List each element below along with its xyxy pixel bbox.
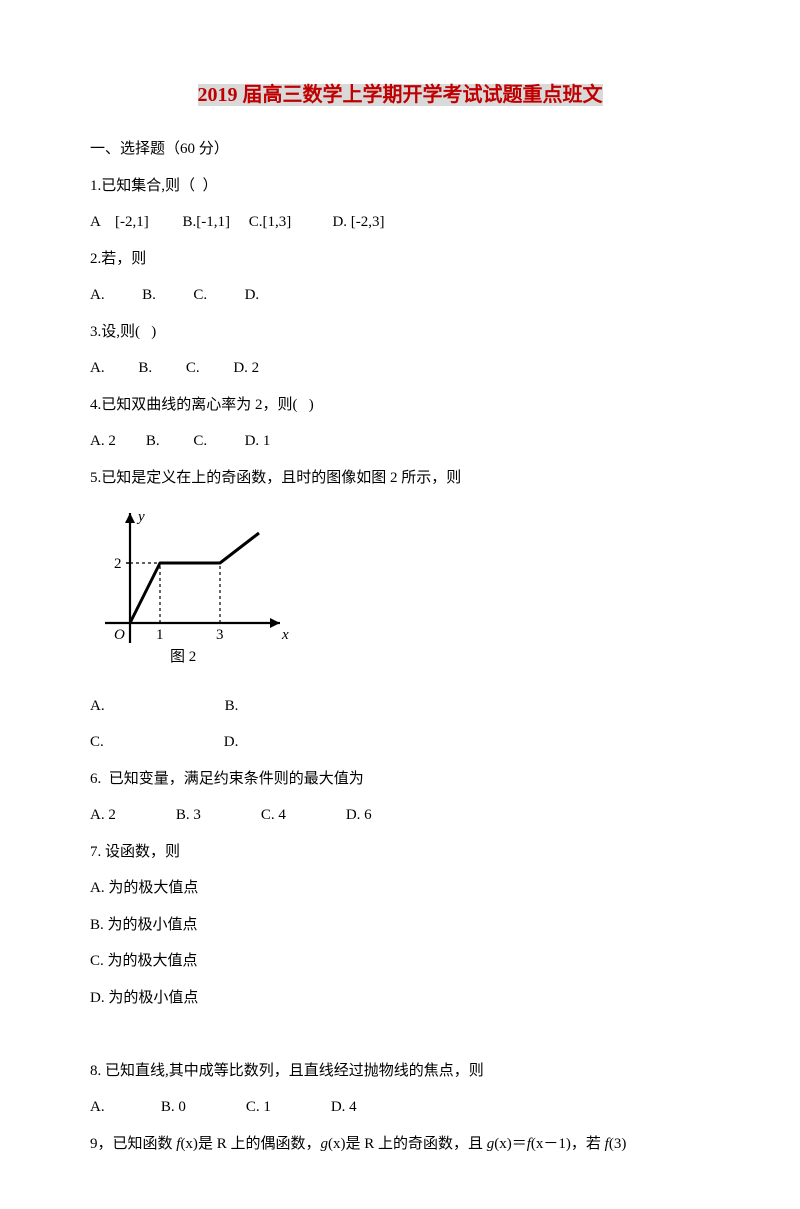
q5-options-cd: C. D. — [90, 731, 710, 754]
q7-option-b: B. 为的极小值点 — [90, 914, 710, 937]
svg-text:x: x — [281, 627, 289, 643]
svg-text:3: 3 — [216, 627, 224, 643]
svg-text:y: y — [136, 509, 145, 525]
svg-text:图 2: 图 2 — [170, 648, 196, 665]
q7-stem: 7. 设函数，则 — [90, 841, 710, 864]
q6-stem: 6. 已知变量，满足约束条件则的最大值为 — [90, 768, 710, 791]
title-rest: 届高三数学上学期开学考试试题重点班文 — [238, 84, 603, 106]
q7-option-c: C. 为的极大值点 — [90, 950, 710, 973]
q9-pre: 9，已知函数 — [90, 1136, 176, 1152]
title-year: 2019 — [198, 84, 238, 106]
q2-stem: 2.若，则 — [90, 248, 710, 271]
svg-text:1: 1 — [156, 627, 164, 643]
q6-options: A. 2 B. 3 C. 4 D. 6 — [90, 804, 710, 827]
q5-graph: y x 2 O 1 3 图 2 — [90, 503, 710, 681]
q3-stem: 3.设,则( ) — [90, 321, 710, 344]
graph-svg: y x 2 O 1 3 图 2 — [90, 503, 290, 673]
q5-options-ab: A. B. — [90, 695, 710, 718]
q7-option-a: A. 为的极大值点 — [90, 877, 710, 900]
q1-options: A [-2,1] B.[-1,1] C.[1,3] D. [-2,3] — [90, 211, 710, 234]
q5-stem: 5.已知是定义在上的奇函数，且时的图像如图 2 所示，则 — [90, 467, 710, 490]
q9-x5: (3) — [609, 1136, 627, 1152]
q9-eq: ＝ — [512, 1136, 527, 1152]
svg-text:O: O — [114, 627, 125, 643]
q8-options: A. B. 0 C. 1 D. 4 — [90, 1096, 710, 1119]
section-heading: 一、选择题（60 分） — [90, 138, 710, 161]
q4-options: A. 2 B. C. D. 1 — [90, 430, 710, 453]
q9-mid1: 是 R 上的偶函数， — [198, 1136, 321, 1152]
q7-option-d: D. 为的极小值点 — [90, 987, 710, 1010]
q9-mid3: ，若 — [571, 1136, 605, 1152]
blank-line — [90, 1023, 710, 1046]
q9-x3: (x) — [494, 1136, 512, 1152]
q3-options: A. B. C. D. 2 — [90, 357, 710, 380]
q2-options: A. B. C. D. — [90, 284, 710, 307]
q8-stem: 8. 已知直线,其中成等比数列，且直线经过抛物线的焦点，则 — [90, 1060, 710, 1083]
q9-x1: (x) — [180, 1136, 198, 1152]
q1-stem: 1.已知集合,则（ ） — [90, 175, 710, 198]
q9-x2: (x) — [328, 1136, 346, 1152]
q9-x4: (x－1) — [531, 1136, 571, 1152]
page-title: 2019 届高三数学上学期开学考试试题重点班文 — [90, 80, 710, 110]
q9-g2: g — [487, 1136, 495, 1152]
q9-mid2: 是 R 上的奇函数，且 — [345, 1136, 486, 1152]
q9-stem: 9，已知函数 f(x)是 R 上的偶函数，g(x)是 R 上的奇函数，且 g(x… — [90, 1133, 710, 1156]
q4-stem: 4.已知双曲线的离心率为 2，则( ) — [90, 394, 710, 417]
q9-g1: g — [320, 1136, 328, 1152]
svg-text:2: 2 — [114, 556, 122, 572]
